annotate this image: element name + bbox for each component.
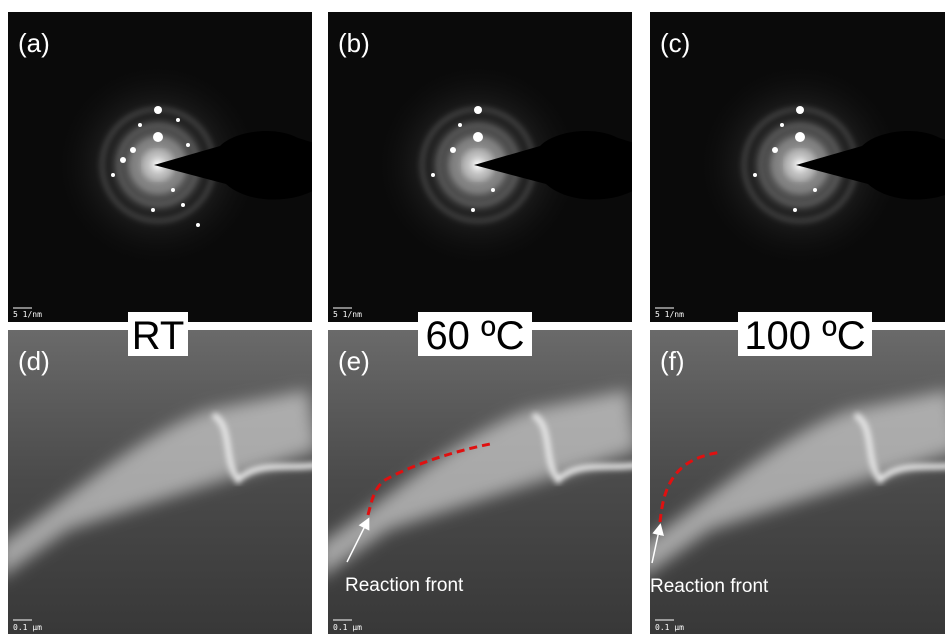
temperature-label: 60 ºC: [425, 314, 524, 358]
spot: [171, 188, 175, 192]
scale-bar-label: 0.1 µm: [333, 623, 362, 632]
annotation: Reaction front: [345, 575, 464, 596]
spot: [795, 132, 805, 142]
spot: [471, 208, 475, 212]
scale-bar-label: 5 1/nm: [333, 310, 362, 319]
panel-content: [650, 12, 945, 322]
spot: [474, 106, 482, 114]
diffraction-panel: (a) 5 1/nm: [8, 12, 318, 322]
temperature-label: 100 ºC: [744, 314, 865, 358]
diffraction-panel: (b) 5 1/nm: [328, 12, 638, 322]
temperature-label: RT: [132, 314, 185, 358]
spot: [138, 123, 142, 127]
spot: [151, 208, 155, 212]
spot: [154, 106, 162, 114]
panel-content: [328, 12, 638, 322]
spot: [473, 132, 483, 142]
scale-bar-label: 5 1/nm: [13, 310, 42, 319]
scale-bar-label: 0.1 µm: [655, 623, 684, 632]
spot: [120, 157, 126, 163]
spot: [181, 203, 185, 207]
scale-bar-label: 0.1 µm: [13, 623, 42, 632]
panel-label: (f): [660, 346, 685, 376]
figure: (a) 5 1/nm (b) 5 1/nm (c) 5 1/nm (d) 0.1 µm (e) 0…: [0, 0, 945, 634]
scale-bar-label: 5 1/nm: [655, 310, 684, 319]
panel-content: [8, 12, 318, 322]
spot: [186, 143, 190, 147]
panel-label: (e): [338, 346, 370, 376]
spot: [813, 188, 817, 192]
spot: [153, 132, 163, 142]
image-panel: (d) 0.1 µm: [0, 330, 318, 634]
spot: [130, 147, 136, 153]
panel-label: (b): [338, 28, 370, 58]
panel-label: (a): [18, 28, 50, 58]
spot: [450, 147, 456, 153]
spot: [772, 147, 778, 153]
diffraction-panel: (c) 5 1/nm: [650, 12, 945, 322]
spot: [196, 223, 200, 227]
annotation: Reaction front: [650, 576, 769, 597]
spot: [431, 173, 435, 177]
panel-label: (d): [18, 346, 50, 376]
spot: [111, 173, 115, 177]
spot: [753, 173, 757, 177]
spot: [491, 188, 495, 192]
spot: [458, 123, 462, 127]
spot: [793, 208, 797, 212]
spot: [780, 123, 784, 127]
spot: [176, 118, 180, 122]
panel-label: (c): [660, 28, 690, 58]
spot: [796, 106, 804, 114]
